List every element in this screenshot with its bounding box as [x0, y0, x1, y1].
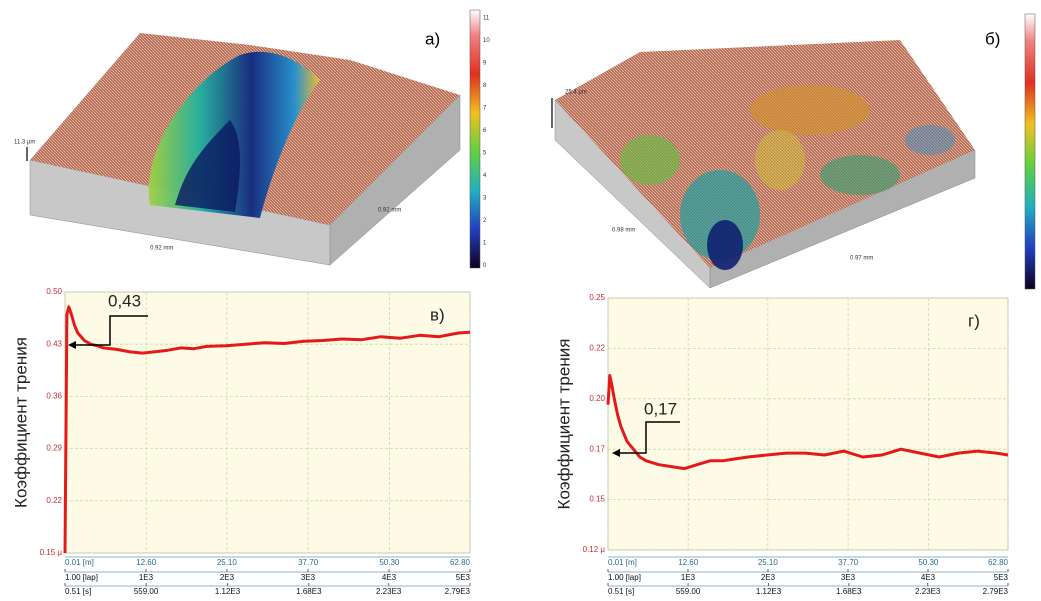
colorbar-tick: 6	[483, 128, 487, 134]
x-tick-label: 62.80	[450, 558, 471, 567]
width-label: 0.98 mm	[612, 228, 635, 234]
x-tick-label: 1.00 [lap]	[65, 573, 98, 582]
x-tick-label: 1.68E3	[836, 587, 862, 596]
x-tick-label: 5E3	[456, 573, 471, 582]
panel-label: г)	[968, 311, 980, 330]
x-tick-label: 12.60	[136, 558, 157, 567]
y-tick-label: 0.15 μ	[40, 548, 63, 557]
colorbar-tick: 10	[483, 38, 490, 44]
x-tick-label: 62.80	[988, 558, 1009, 567]
x-tick-label: 2.79E3	[983, 587, 1009, 596]
y-tick-label: 0.15	[589, 495, 605, 504]
x-tick-label: 2.23E3	[915, 587, 941, 596]
surface-b	[551, 14, 1035, 289]
y-tick-label: 0.20	[589, 394, 605, 403]
x-tick-label: 559.00	[676, 587, 701, 596]
y-tick-label: 0.36	[46, 392, 62, 401]
x-tick-label: 1.12E3	[215, 587, 241, 596]
colorbar-tick: 9	[483, 61, 487, 67]
y-tick-label: 0.50	[46, 287, 62, 296]
x-tick-label: 50.30	[918, 558, 939, 567]
plot-area	[608, 298, 1008, 550]
x-tick-label: 50.30	[379, 558, 400, 567]
x-tick-label: 2E3	[761, 573, 776, 582]
x-tick-label: 2.79E3	[445, 587, 471, 596]
y-tick-label: 0.29	[46, 444, 62, 453]
colorbar-tick: 0	[483, 263, 487, 269]
annotation: 0,43	[108, 291, 141, 310]
surface-a	[26, 10, 480, 268]
y-tick-label: 0.17	[589, 444, 605, 453]
x-tick-label: 37.70	[838, 558, 859, 567]
x-tick-label: 0.01 [m]	[608, 558, 637, 567]
x-tick-label: 4E3	[921, 573, 936, 582]
colorbar-tick: 3	[483, 196, 487, 202]
x-tick-label: 37.70	[298, 558, 319, 567]
height-label: 25.4 µm	[565, 90, 587, 96]
panel-label: б)	[985, 29, 1000, 48]
x-tick-label: 559.00	[134, 587, 159, 596]
x-tick-label: 4E3	[382, 573, 397, 582]
width-label: 0.92 mm	[150, 246, 173, 252]
annotation: 0,17	[644, 399, 677, 418]
y-tick-label: 0.43	[46, 339, 62, 348]
colorbar-tick: 11	[483, 16, 490, 22]
colorbar-tick: 2	[483, 218, 487, 224]
height-label: 11.3 µm	[14, 140, 35, 146]
figure: 11.3 µm 0.92 mm 0.92 mm а) 25.4 µm 0.98 …	[0, 0, 1041, 601]
plot-area	[65, 292, 470, 553]
x-tick-label: 0.51 [s]	[608, 587, 634, 596]
axis-title: Коэффициент трения	[554, 339, 573, 510]
x-tick-label: 1E3	[139, 573, 154, 582]
x-tick-label: 3E3	[301, 573, 316, 582]
x-tick-label: 1E3	[681, 573, 696, 582]
x-tick-label: 5E3	[994, 573, 1009, 582]
colorbar-tick: 8	[483, 83, 487, 89]
x-tick-label: 2.23E3	[376, 587, 402, 596]
x-tick-label: 1.12E3	[756, 587, 782, 596]
colorbar-tick: 5	[483, 151, 487, 157]
axis-title: Коэффициент трения	[11, 337, 30, 508]
x-tick-label: 1.68E3	[296, 587, 322, 596]
colorbar-tick: 4	[483, 173, 487, 179]
x-tick-label: 25.10	[217, 558, 238, 567]
y-tick-label: 0.25	[589, 293, 605, 302]
panel-label: в)	[430, 305, 445, 324]
panel-label: а)	[425, 29, 440, 48]
width-label: 0.92 mm	[378, 208, 401, 214]
width-label: 0.97 mm	[850, 256, 873, 262]
x-tick-label: 2E3	[220, 573, 235, 582]
x-tick-label: 3E3	[841, 573, 856, 582]
x-tick-label: 25.10	[758, 558, 779, 567]
y-tick-label: 0.12 μ	[583, 545, 606, 554]
x-tick-label: 0.01 [m]	[65, 558, 94, 567]
colorbar-tick: 1	[483, 241, 487, 247]
x-tick-label: 12.60	[678, 558, 699, 567]
y-tick-label: 0.22	[46, 496, 62, 505]
colorbar-tick: 7	[483, 106, 487, 112]
x-tick-label: 1.00 [lap]	[608, 573, 641, 582]
x-tick-label: 0.51 [s]	[65, 587, 91, 596]
y-tick-label: 0.22	[589, 344, 605, 353]
